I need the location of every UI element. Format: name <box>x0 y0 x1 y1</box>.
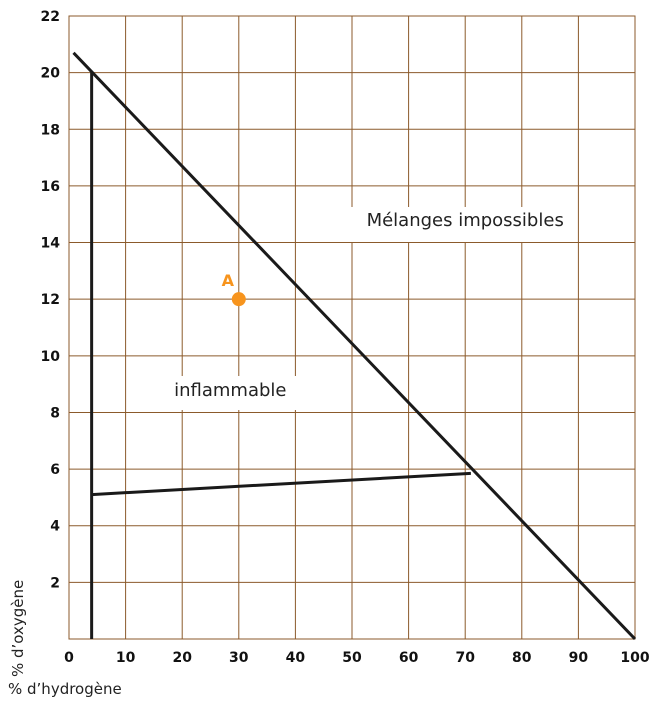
y-tick-label-22: 22 <box>41 9 60 25</box>
annotation-label-1: inflammable <box>174 380 286 401</box>
tick-labels: 0 10 20 30 40 50 60 70 80 90 100 2 4 6 8 10 12 14 16 18 20 22 <box>41 9 650 666</box>
annotation-box-1 <box>148 376 310 410</box>
y-axis-title: % d’oxygène <box>9 580 27 677</box>
y-tick-label-4: 4 <box>50 519 60 535</box>
x-tick-label-30: 30 <box>229 650 249 666</box>
series-line-2 <box>91 471 471 497</box>
y-tick-label-12: 12 <box>41 292 60 308</box>
point-a-label: A <box>222 271 235 290</box>
x-tick-label-0: 0 <box>64 650 74 666</box>
point-a-group: A <box>222 271 246 307</box>
y-tick-label-6: 6 <box>50 462 60 478</box>
x-tick-label-10: 10 <box>116 650 136 666</box>
y-tick-label-20: 20 <box>41 66 61 82</box>
annotation-box-0 <box>312 207 570 242</box>
y-tick-label-2: 2 <box>50 575 60 591</box>
grid <box>68 15 636 640</box>
y-tick-label-18: 18 <box>41 122 60 138</box>
x-tick-label-70: 70 <box>455 650 475 666</box>
y-tick-label-8: 8 <box>50 405 60 421</box>
data-lines <box>72 51 637 641</box>
y-tick-label-10: 10 <box>41 349 61 365</box>
y-tick-label-14: 14 <box>41 236 61 252</box>
x-tick-label-80: 80 <box>512 650 532 666</box>
x-tick-label-100: 100 <box>620 650 649 666</box>
x-tick-label-50: 50 <box>342 650 362 666</box>
x-tick-label-90: 90 <box>569 650 589 666</box>
x-tick-label-40: 40 <box>286 650 306 666</box>
x-axis-title: % d’hydrogène <box>8 680 122 698</box>
x-tick-label-60: 60 <box>399 650 419 666</box>
annotation-label-0: Mélanges impossibles <box>367 210 564 231</box>
series-line-0 <box>72 51 637 641</box>
point-a-marker <box>231 292 246 307</box>
y-tick-label-16: 16 <box>41 179 60 195</box>
x-tick-label-20: 20 <box>172 650 192 666</box>
plot-frame <box>68 15 636 640</box>
annotations: Mélanges impossibles inflammable <box>148 207 570 410</box>
